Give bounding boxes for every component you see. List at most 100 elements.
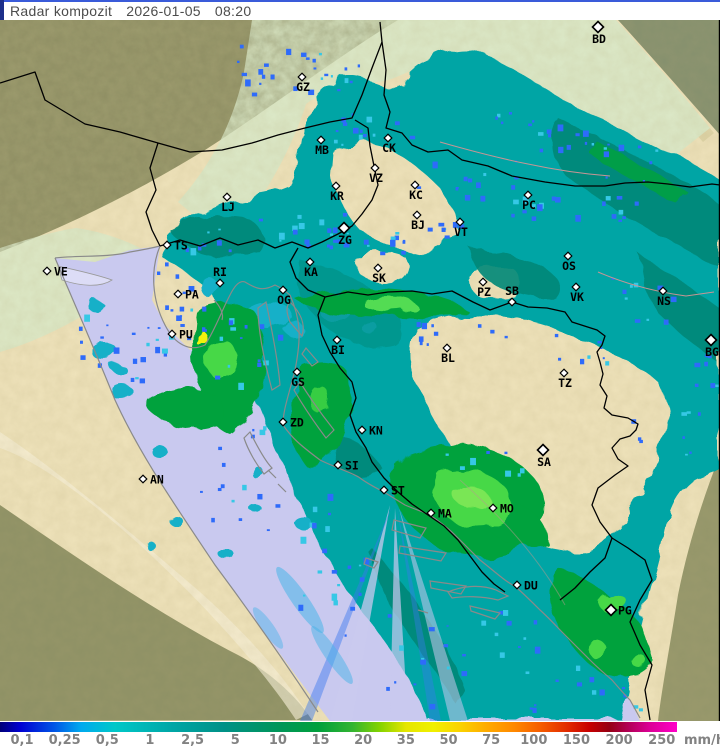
svg-text:GS: GS (291, 375, 305, 389)
svg-text:ZG: ZG (338, 233, 352, 247)
svg-text:OS: OS (562, 259, 576, 273)
city-marker-KA: KA (304, 257, 318, 279)
precipitation-layer (78, 44, 720, 721)
city-marker-GZ: GZ (296, 72, 310, 94)
svg-text:PC: PC (522, 198, 536, 212)
colorbar-tick: 15 (311, 733, 330, 748)
svg-text:AN: AN (150, 473, 164, 487)
colorbar-tick: 0,25 (48, 733, 81, 748)
colorbar-tick: 5 (230, 733, 240, 748)
svg-text:TZ: TZ (558, 376, 572, 390)
svg-text:DU: DU (524, 579, 538, 593)
svg-text:PA: PA (185, 288, 199, 302)
svg-text:SA: SA (537, 455, 551, 469)
svg-text:SK: SK (372, 271, 386, 285)
svg-text:NS: NS (657, 294, 671, 308)
svg-text:SI: SI (345, 459, 359, 473)
colorbar-tick: 0,5 (95, 733, 119, 748)
colorbar (0, 722, 677, 732)
city-marker-RI: RI (213, 265, 227, 288)
colorbar-ticks: 0,1 0,25 0,5 1 2,5 5 10 15 20 35 50 75 100 150 200 250 m… (0, 733, 720, 751)
colorbar-tick: 200 (605, 733, 633, 748)
city-marker-ZG: ZG (337, 221, 352, 247)
city-marker-SI: SI (333, 459, 359, 473)
colorbar-tick: 50 (439, 733, 458, 748)
svg-text:VK: VK (570, 290, 584, 304)
city-marker-PU: PU (167, 328, 193, 342)
svg-text:PZ: PZ (477, 285, 491, 299)
colorbar-tick: 35 (396, 733, 415, 748)
city-marker-SA: SA (536, 443, 551, 469)
city-markers: GZ BD MB CK VZ KR KC BJ VT PC LJ ZG TS VE RI PA PU KA OG SK… (42, 20, 719, 618)
title-bar-accent-line (0, 0, 720, 2)
observation-date: 2026-01-05 (126, 3, 201, 19)
city-marker-GS: GS (291, 367, 305, 389)
colorbar-tick: 150 (562, 733, 591, 748)
observation-time: 08:20 (214, 3, 252, 19)
city-marker-TZ: TZ (558, 368, 572, 390)
city-marker-ST: ST (379, 484, 405, 498)
colorbar-tick: 10 (268, 733, 287, 748)
title-bar-left-edge (0, 0, 4, 20)
city-marker-OS: OS (562, 251, 576, 273)
colorbar-tick: 75 (482, 733, 501, 748)
colorbar-tick: 2,5 (181, 733, 205, 748)
colorbar-tick: 100 (520, 733, 548, 748)
svg-text:PG: PG (618, 604, 632, 618)
svg-text:CK: CK (382, 141, 396, 155)
svg-text:MB: MB (315, 143, 329, 157)
city-marker-VZ: VZ (369, 163, 383, 185)
city-marker-AN: AN (138, 473, 164, 487)
city-marker-KR: KR (330, 181, 344, 203)
city-marker-ZD: ZD (278, 416, 304, 430)
svg-text:LJ: LJ (221, 200, 235, 214)
city-marker-NS: NS (657, 286, 671, 308)
svg-text:GZ: GZ (296, 80, 310, 94)
svg-text:ST: ST (391, 484, 405, 498)
city-marker-VE: VE (42, 265, 68, 279)
city-marker-PG: PG (604, 603, 632, 618)
svg-text:ZD: ZD (290, 416, 304, 430)
city-marker-TS: TS (162, 239, 188, 253)
city-marker-SK: SK (372, 263, 386, 285)
city-marker-BL: BL (441, 343, 455, 365)
svg-text:VE: VE (54, 265, 68, 279)
svg-text:BD: BD (592, 32, 606, 46)
city-marker-LJ: LJ (221, 192, 235, 214)
svg-text:BI: BI (331, 343, 345, 357)
svg-text:KR: KR (330, 189, 344, 203)
svg-text:BL: BL (441, 351, 455, 365)
colorbar-unit: mm/h (684, 733, 720, 748)
colorbar-tick: 250 (648, 733, 676, 748)
svg-text:KA: KA (304, 265, 318, 279)
city-marker-BJ: BJ (411, 210, 425, 232)
radar-ray-artifacts (252, 505, 468, 721)
svg-text:SB: SB (505, 284, 519, 298)
title-bar: Radar kompozit 2026-01-05 08:20 (0, 0, 720, 20)
svg-text:BJ: BJ (411, 218, 425, 232)
city-marker-OG: OG (277, 285, 291, 307)
city-marker-BG: BG (704, 333, 719, 359)
city-marker-BD: BD (591, 20, 606, 46)
page-title: Radar kompozit 2026-01-05 08:20 (10, 3, 265, 19)
colorbar-tick: 20 (354, 733, 373, 748)
svg-text:RI: RI (213, 265, 227, 279)
svg-text:BG: BG (705, 345, 719, 359)
rain-rate-legend: 0,1 0,25 0,5 1 2,5 5 10 15 20 35 50 75 100 150 200 250 m… (0, 721, 720, 751)
city-marker-PC: PC (522, 190, 536, 212)
svg-text:PU: PU (179, 328, 193, 342)
svg-text:OG: OG (277, 293, 291, 307)
city-marker-PA: PA (173, 288, 199, 302)
radar-map: GZ BD MB CK VZ KR KC BJ VT PC LJ ZG TS VE RI PA PU KA OG SK… (0, 20, 720, 721)
colorbar-tick: 1 (145, 733, 155, 748)
city-marker-VK: VK (570, 282, 584, 304)
city-marker-MO: MO (488, 502, 514, 516)
svg-text:TS: TS (174, 239, 188, 253)
svg-text:MA: MA (438, 507, 452, 521)
svg-text:VZ: VZ (369, 171, 383, 185)
city-marker-VT: VT (454, 217, 468, 239)
city-marker-PZ: PZ (477, 277, 491, 299)
city-marker-MB: MB (315, 135, 329, 157)
svg-text:KN: KN (369, 424, 383, 438)
